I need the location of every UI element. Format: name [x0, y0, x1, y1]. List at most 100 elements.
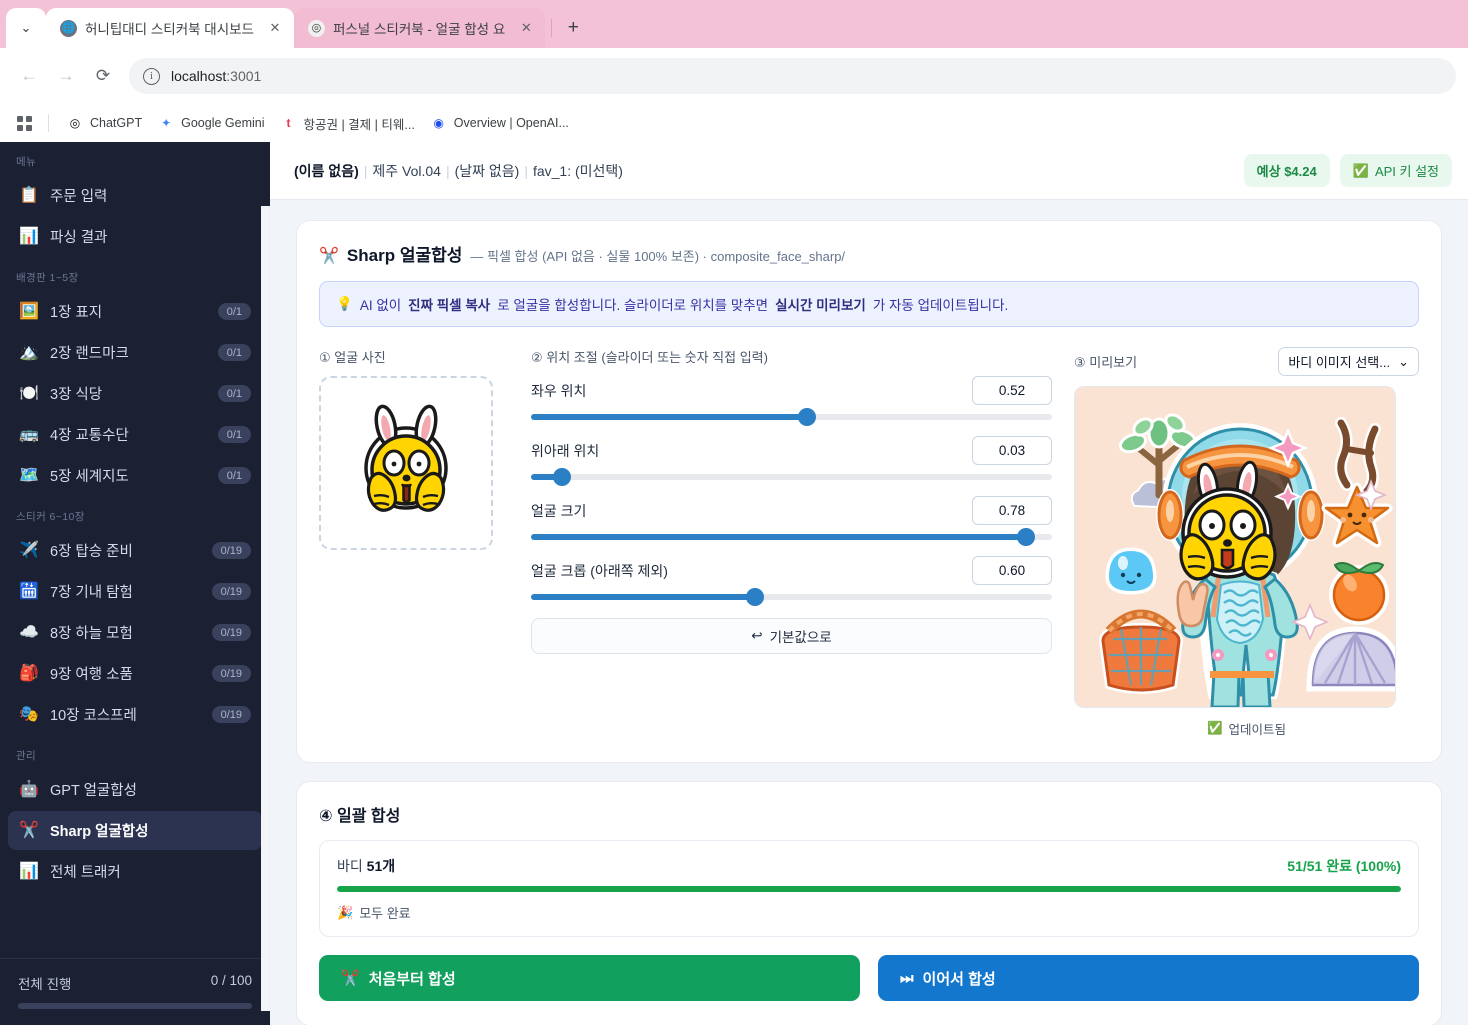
slider-track[interactable] [531, 408, 1052, 426]
bookmark-tway[interactable]: t 항공권 | 결제 | 티웨... [272, 110, 422, 137]
body-image-select[interactable]: 바디 이미지 선택... ⌄ [1278, 347, 1419, 376]
tway-icon: t [286, 116, 291, 130]
sidebar-item-icon: 🎭 [19, 705, 39, 723]
position-controls-panel: ② 위치 조절 (슬라이더 또는 숫자 직접 입력) 좌우 위치위아래 위치얼굴… [531, 347, 1052, 654]
sidebar-item-label: 1장 표지 [50, 305, 103, 321]
tab-search-caret-icon[interactable]: ⌄ [6, 8, 46, 48]
back-button[interactable]: ← [20, 66, 38, 85]
apps-grid-icon[interactable] [10, 110, 38, 136]
slider-track[interactable] [531, 588, 1052, 606]
sidebar-item-1-1[interactable]: 📋 주문 입력 [8, 176, 262, 215]
overall-progress-label: 전체 진행 [18, 977, 72, 992]
gemini-spark-icon: ✦ [161, 116, 172, 130]
bookmark-label: Overview | OpenAI... [453, 116, 569, 130]
slider-row-3: 얼굴 크기 [531, 496, 1052, 546]
batch-progress-box: 바디 51개 51/51 완료 (100%) 🎉 모두 완료 [319, 840, 1419, 937]
composite-from-start-button[interactable]: ✂️ 처음부터 합성 [319, 955, 860, 1001]
sidebar-item-label: 10장 코스프레 [50, 708, 137, 724]
sidebar-item-3-3[interactable]: ☁️ 8장 하늘 모험 0/19 [8, 613, 262, 652]
reload-button[interactable]: ⟳ [95, 66, 111, 85]
bookmark-openai-overview[interactable]: ◉ Overview | OpenAI... [423, 111, 577, 135]
slider-fill [531, 534, 1026, 540]
body-image-select-value: 바디 이미지 선택... [1288, 355, 1391, 370]
new-tab-button[interactable]: + [567, 17, 579, 38]
slider-track[interactable] [531, 468, 1052, 486]
sidebar-item-2-5[interactable]: 🗺️ 5장 세계지도 0/1 [8, 456, 262, 495]
overall-progress-bar [18, 1003, 252, 1009]
sidebar-item-3-2[interactable]: 🛗 7장 기내 탐험 0/19 [8, 572, 262, 611]
bookmark-label: Google Gemini [181, 116, 265, 130]
sidebar-item-label: 2장 랜드마크 [50, 346, 129, 362]
slider-knob[interactable] [1016, 528, 1035, 546]
overall-progress-value: 0 / 100 [210, 973, 252, 988]
site-info-icon[interactable]: i [143, 67, 160, 85]
sidebar-item-1-2[interactable]: 📊 파싱 결과 [8, 217, 262, 256]
section3-label: ③ 미리보기 [1074, 355, 1138, 370]
close-icon[interactable]: ✕ [269, 20, 281, 35]
sidebar-item-3-1[interactable]: ✈️ 6장 탑승 준비 0/19 [8, 531, 262, 570]
sidebar-scrollbar[interactable] [261, 206, 270, 1011]
slider-number-input[interactable] [972, 556, 1052, 585]
scissors-icon: ✂️ [341, 970, 360, 987]
scissors-icon: ✂️ [319, 248, 339, 265]
browser-tab-2-title: 퍼스널 스티커북 - 얼굴 합성 요 [332, 22, 506, 37]
sidebar-item-4-1[interactable]: 🤖 GPT 얼굴합성 [8, 770, 262, 809]
batch-actions: ✂️ 처음부터 합성 ⏭ 이어서 합성 [319, 955, 1419, 1001]
slider-number-input[interactable] [972, 436, 1052, 465]
composite-from-start-label: 처음부터 합성 [368, 970, 456, 988]
address-bar[interactable]: i localhost:3001 [129, 58, 1456, 94]
slider-fill [531, 474, 563, 480]
sidebar-item-badge: 0/19 [211, 542, 251, 559]
slider-fill [531, 414, 808, 420]
face-photo-dropzone[interactable] [319, 376, 493, 550]
sticker-character [1156, 423, 1325, 707]
slider-knob[interactable] [553, 468, 572, 486]
sidebar-item-badge: 0/19 [211, 624, 251, 641]
sidebar-item-label: 9장 여행 소품 [50, 667, 133, 683]
api-key-badge: ✅ API 키 설정 [1339, 154, 1452, 187]
browser-tab-2[interactable]: ◎ 퍼스널 스티커북 - 얼굴 합성 요 ✕ [293, 8, 546, 48]
composite-continue-button[interactable]: ⏭ 이어서 합성 [878, 955, 1419, 1001]
bookmark-chatgpt[interactable]: ◎ ChatGPT [59, 111, 150, 135]
browser-tab-1-title: 허니팁대디 스티커북 대시보드 [85, 22, 254, 37]
sidebar-item-2-1[interactable]: 🖼️ 1장 표지 0/1 [8, 292, 262, 331]
sidebar-scrollbar-thumb[interactable] [262, 206, 269, 1011]
sidebar-item-3-4[interactable]: 🎒 9장 여행 소품 0/19 [8, 654, 262, 693]
openai-blue-icon: ◉ [433, 116, 445, 130]
party-icon: 🎉 [337, 904, 354, 920]
breadcrumb-sep: | [363, 162, 368, 179]
preview-status-label: 업데이트됨 [1228, 723, 1287, 737]
sidebar-item-3-5[interactable]: 🎭 10장 코스프레 0/19 [8, 695, 262, 734]
close-icon[interactable]: ✕ [520, 20, 532, 35]
sticker-basket [1098, 609, 1184, 694]
sidebar-item-icon: 🎒 [19, 664, 39, 682]
cost-badge: 예상 $4.24 [1243, 154, 1330, 187]
sidebar-item-2-4[interactable]: 🚌 4장 교통수단 0/1 [8, 415, 262, 454]
bookmark-gemini[interactable]: ✦ Google Gemini [150, 111, 272, 135]
tab-divider [551, 19, 553, 37]
sticker-shell [1306, 626, 1395, 692]
slider-knob[interactable] [798, 408, 817, 426]
breadcrumb-sep: | [524, 162, 528, 179]
card-title: ✂️ Sharp 얼굴합성 — 픽셀 합성 (API 없음 · 실물 100% … [319, 241, 1419, 266]
batch-progress-row: 바디 51개 51/51 완료 (100%) [337, 856, 1401, 876]
slider-track[interactable] [531, 528, 1052, 546]
sidebar-item-label: 주문 입력 [50, 189, 108, 205]
batch-count: 바디 51개 [337, 858, 396, 874]
sidebar-item-4-2[interactable]: ✂️ Sharp 얼굴합성 [8, 811, 262, 850]
sidebar-item-2-2[interactable]: 🏔️ 2장 랜드마크 0/1 [8, 333, 262, 372]
browser-tab-1[interactable]: 🌐 허니팁대디 스티커북 대시보드 ✕ [46, 8, 294, 48]
sticker-sparkles [1267, 427, 1309, 511]
slider-number-input[interactable] [972, 376, 1052, 405]
reset-to-default-button[interactable]: ↩ 기본값으로 [531, 618, 1052, 654]
slider-number-input[interactable] [972, 496, 1052, 525]
composite-continue-label: 이어서 합성 [922, 970, 996, 988]
forward-button[interactable]: → [57, 66, 75, 85]
sidebar-item-label: 4장 교통수단 [50, 428, 129, 444]
openai-icon: ◎ [307, 19, 325, 37]
slider-knob[interactable] [746, 588, 765, 606]
sidebar-item-2-3[interactable]: 🍽️ 3장 식당 0/1 [8, 374, 262, 413]
slider-fill [531, 594, 756, 600]
sidebar-item-label: Sharp 얼굴합성 [50, 824, 149, 840]
sidebar-item-4-3[interactable]: 📊 전체 트래커 [8, 852, 262, 891]
